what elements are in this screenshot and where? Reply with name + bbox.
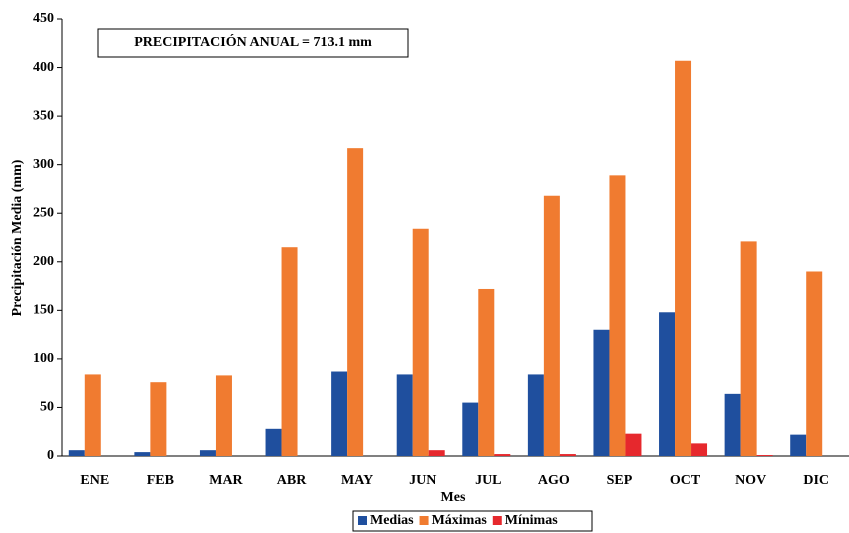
y-tick-label: 250 [33, 205, 54, 220]
x-tick-label: DIC [803, 473, 829, 488]
bar [724, 393, 741, 456]
bar [756, 455, 773, 456]
bar [675, 60, 692, 456]
bar [659, 312, 676, 456]
annotation: PRECIPITACIÓN ANUAL = 713.1 mm [134, 33, 372, 50]
x-tick-label: ABR [277, 473, 307, 488]
bar [790, 434, 807, 456]
bar [331, 371, 348, 456]
x-tick-label: FEB [147, 473, 174, 488]
bar [281, 247, 298, 456]
x-tick-label: NOV [735, 473, 766, 488]
bar [134, 452, 151, 456]
bar [609, 175, 626, 457]
bar [462, 402, 479, 456]
y-tick-label: 200 [33, 254, 54, 269]
y-tick-label: 100 [33, 351, 54, 366]
annotation-box [97, 28, 409, 58]
bar [806, 271, 823, 456]
x-tick-label: SEP [607, 473, 633, 488]
y-tick-label: 0 [47, 448, 54, 463]
legend-label: Medias [370, 513, 414, 528]
bar [265, 428, 282, 456]
bar [527, 374, 544, 456]
legend-label: Mínimas [505, 513, 558, 528]
y-tick-label: 300 [33, 157, 54, 172]
bar [559, 454, 576, 456]
x-tick-label: ENE [80, 473, 109, 488]
x-tick-label: MAY [341, 473, 373, 488]
y-tick-label: 350 [33, 108, 54, 123]
legend-label: Máximas [432, 513, 488, 528]
bar [478, 288, 495, 456]
x-tick-label: MAR [209, 473, 243, 488]
bar [593, 329, 610, 456]
bar [691, 443, 708, 456]
bar [428, 450, 445, 456]
y-tick-label: 400 [33, 60, 54, 75]
bar [625, 433, 642, 456]
legend-box [352, 510, 593, 532]
legend-swatch [358, 516, 367, 525]
bar [150, 382, 167, 456]
legend-swatch [419, 516, 429, 525]
x-tick-label: JUN [409, 473, 436, 488]
x-tick-label: OCT [670, 473, 701, 488]
bar [68, 450, 85, 456]
legend-swatch [492, 516, 502, 525]
bar [412, 228, 429, 456]
x-tick-label: AGO [538, 473, 570, 488]
y-axis-title: Precipitación Media (mm) [10, 159, 25, 316]
bar [199, 450, 216, 456]
x-tick-label: JUL [475, 473, 501, 488]
bar [396, 374, 413, 456]
y-tick-label: 50 [40, 400, 54, 415]
y-tick-label: 450 [33, 11, 54, 26]
y-tick-label: 150 [33, 303, 54, 318]
bar [84, 374, 101, 456]
bar [740, 241, 757, 456]
bar [347, 148, 364, 456]
x-axis-title: Mes [441, 490, 466, 505]
bar [494, 454, 511, 456]
bar [215, 375, 232, 456]
bar [543, 195, 560, 456]
